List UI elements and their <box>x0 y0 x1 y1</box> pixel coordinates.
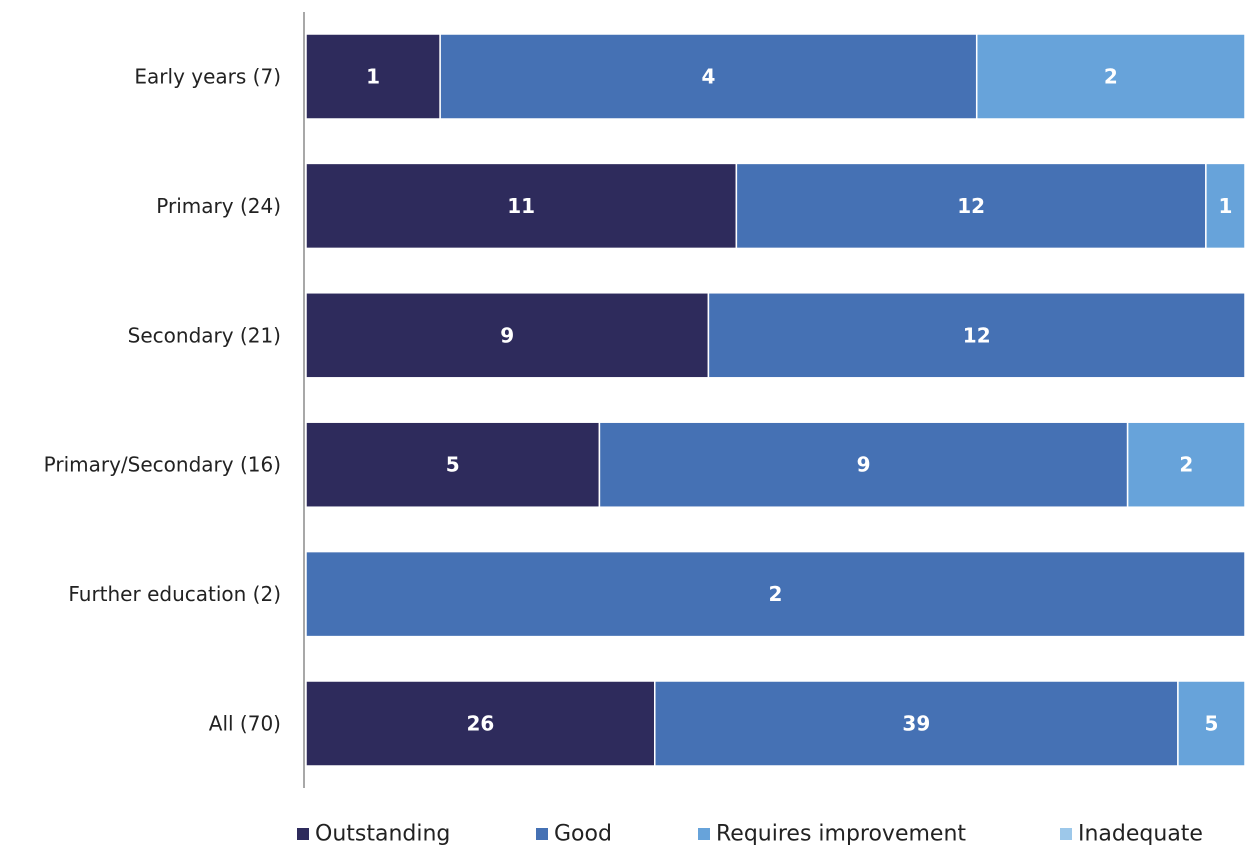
category-label: Early years (7) <box>134 65 281 89</box>
legend-swatch <box>536 828 548 840</box>
data-label: 39 <box>902 712 930 736</box>
bar-segment <box>1126 421 1245 508</box>
legend: Outstanding Good Requires improvement Inade… <box>297 822 1203 847</box>
bar-segment <box>975 33 1245 120</box>
data-label: 2 <box>769 582 783 606</box>
data-label: 11 <box>507 194 535 218</box>
data-label: 2 <box>1179 453 1193 477</box>
data-label: 2 <box>1104 65 1118 89</box>
bar-segment <box>1205 162 1245 250</box>
bar-segment <box>654 680 1179 767</box>
bar-segment <box>305 550 1245 638</box>
legend-label: Good <box>554 822 612 847</box>
legend-label: Requires improvement <box>716 822 966 847</box>
bar-segment <box>1177 680 1245 767</box>
category-label: Primary/Secondary (16) <box>44 453 281 477</box>
category-labels: Early years (7) Primary (24) Secondary (21… <box>44 65 281 736</box>
data-label: 5 <box>446 453 460 477</box>
legend-label: Inadequate <box>1078 822 1203 847</box>
data-label: 9 <box>857 453 871 477</box>
category-label: Further education (2) <box>68 582 281 606</box>
legend-swatch <box>698 828 710 840</box>
bar-segment <box>305 421 601 508</box>
bar-segment <box>735 162 1207 250</box>
bar-segment <box>707 292 1245 379</box>
bar-segment <box>598 421 1129 508</box>
bar-segment <box>305 33 441 120</box>
legend-swatch <box>1060 828 1072 840</box>
data-label: 26 <box>466 712 494 736</box>
category-label: Primary (24) <box>156 194 281 218</box>
data-label: 9 <box>500 323 514 347</box>
data-label: 1 <box>1218 194 1232 218</box>
data-label: 5 <box>1205 712 1219 736</box>
data-label: 1 <box>366 65 380 89</box>
bar-segment <box>305 162 738 250</box>
category-label: All (70) <box>209 712 281 736</box>
bar-segment <box>305 680 656 767</box>
legend-swatch <box>297 828 309 840</box>
category-label: Secondary (21) <box>128 323 281 347</box>
data-label: 12 <box>963 323 991 347</box>
data-label: 12 <box>957 194 985 218</box>
legend-label: Outstanding <box>315 822 450 847</box>
data-label: 4 <box>701 65 715 89</box>
bar-segment <box>439 33 978 120</box>
